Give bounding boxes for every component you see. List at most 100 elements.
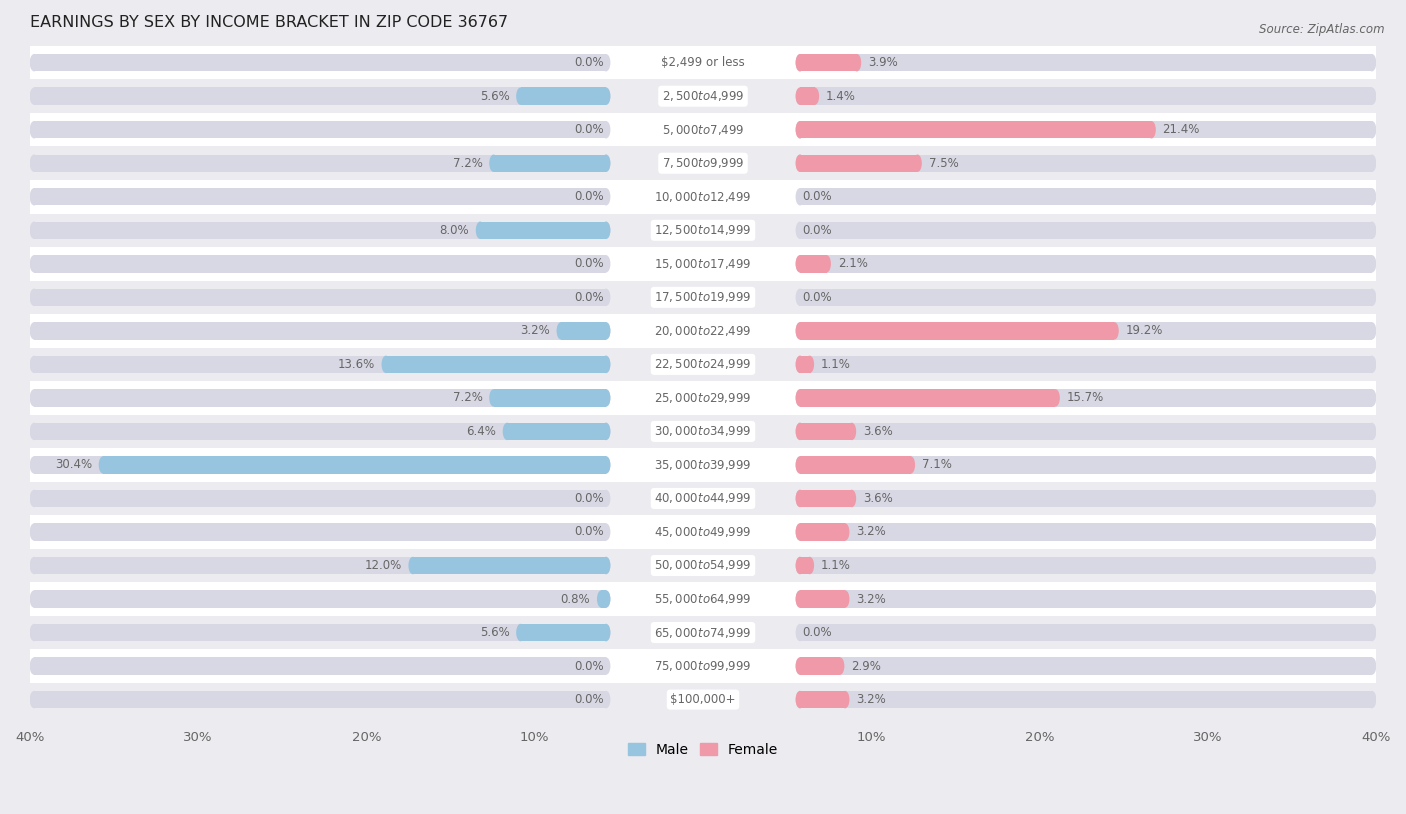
Circle shape bbox=[30, 221, 38, 239]
Circle shape bbox=[1368, 155, 1376, 172]
Bar bbox=[520, 87, 606, 105]
Circle shape bbox=[598, 590, 606, 608]
Bar bbox=[30, 46, 1376, 80]
Bar bbox=[30, 348, 1376, 381]
Circle shape bbox=[602, 289, 610, 306]
Circle shape bbox=[907, 456, 915, 474]
Circle shape bbox=[30, 523, 38, 540]
Bar bbox=[800, 121, 1152, 138]
Text: 3.2%: 3.2% bbox=[856, 526, 886, 539]
Text: $25,000 to $29,999: $25,000 to $29,999 bbox=[654, 391, 752, 405]
Text: $65,000 to $74,999: $65,000 to $74,999 bbox=[654, 625, 752, 640]
Circle shape bbox=[796, 490, 804, 507]
Circle shape bbox=[1368, 490, 1376, 507]
Bar bbox=[385, 356, 606, 373]
Bar bbox=[800, 691, 1372, 708]
Bar bbox=[103, 456, 606, 474]
Bar bbox=[800, 523, 845, 540]
Circle shape bbox=[823, 255, 831, 273]
Text: $35,000 to $39,999: $35,000 to $39,999 bbox=[654, 458, 752, 472]
Text: 13.6%: 13.6% bbox=[337, 358, 375, 371]
Bar bbox=[800, 155, 1372, 172]
Circle shape bbox=[796, 356, 804, 373]
Text: 1.1%: 1.1% bbox=[821, 358, 851, 371]
Circle shape bbox=[1368, 658, 1376, 675]
Circle shape bbox=[602, 456, 610, 474]
Bar bbox=[800, 155, 918, 172]
Text: $40,000 to $44,999: $40,000 to $44,999 bbox=[654, 492, 752, 505]
Circle shape bbox=[796, 456, 804, 474]
Circle shape bbox=[796, 590, 804, 608]
Circle shape bbox=[796, 691, 804, 708]
Bar bbox=[30, 449, 1376, 482]
Text: 0.0%: 0.0% bbox=[803, 291, 832, 304]
Text: 19.2%: 19.2% bbox=[1126, 324, 1163, 337]
Bar bbox=[800, 322, 1115, 339]
Circle shape bbox=[796, 188, 804, 205]
Circle shape bbox=[796, 356, 804, 373]
Circle shape bbox=[602, 255, 610, 273]
Text: 12.0%: 12.0% bbox=[364, 559, 402, 572]
Circle shape bbox=[1368, 221, 1376, 239]
Circle shape bbox=[602, 624, 610, 641]
Text: 0.0%: 0.0% bbox=[574, 693, 603, 706]
Circle shape bbox=[1147, 121, 1156, 138]
Text: 3.2%: 3.2% bbox=[856, 593, 886, 606]
Bar bbox=[800, 54, 1372, 72]
Circle shape bbox=[30, 590, 38, 608]
Text: 3.2%: 3.2% bbox=[520, 324, 550, 337]
Text: 21.4%: 21.4% bbox=[1163, 123, 1199, 136]
Bar bbox=[34, 155, 606, 172]
Text: 0.0%: 0.0% bbox=[803, 626, 832, 639]
Circle shape bbox=[516, 87, 524, 105]
Bar bbox=[30, 549, 1376, 582]
Bar bbox=[30, 247, 1376, 281]
Circle shape bbox=[602, 389, 610, 407]
Text: 7.5%: 7.5% bbox=[928, 157, 959, 170]
Circle shape bbox=[1368, 624, 1376, 641]
Bar bbox=[494, 389, 606, 407]
Circle shape bbox=[602, 221, 610, 239]
Circle shape bbox=[796, 658, 804, 675]
Circle shape bbox=[796, 389, 804, 407]
Text: 0.0%: 0.0% bbox=[574, 526, 603, 539]
Circle shape bbox=[602, 590, 610, 608]
Bar bbox=[800, 523, 1372, 540]
Circle shape bbox=[30, 54, 38, 72]
Text: 0.8%: 0.8% bbox=[561, 593, 591, 606]
Text: $55,000 to $64,999: $55,000 to $64,999 bbox=[654, 592, 752, 606]
Bar bbox=[800, 121, 1372, 138]
Circle shape bbox=[1368, 456, 1376, 474]
Circle shape bbox=[796, 255, 804, 273]
Circle shape bbox=[503, 422, 512, 440]
Circle shape bbox=[602, 155, 610, 172]
Circle shape bbox=[796, 221, 804, 239]
Circle shape bbox=[796, 121, 804, 138]
Bar bbox=[800, 456, 911, 474]
Text: $22,500 to $24,999: $22,500 to $24,999 bbox=[654, 357, 752, 371]
Circle shape bbox=[796, 54, 804, 72]
Circle shape bbox=[796, 590, 804, 608]
Circle shape bbox=[602, 422, 610, 440]
Text: 3.6%: 3.6% bbox=[863, 492, 893, 505]
Bar bbox=[800, 557, 1372, 574]
Circle shape bbox=[1368, 691, 1376, 708]
Circle shape bbox=[796, 658, 804, 675]
Bar bbox=[800, 456, 1372, 474]
Circle shape bbox=[602, 87, 610, 105]
Bar bbox=[800, 289, 1372, 306]
Circle shape bbox=[475, 221, 485, 239]
Text: 5.6%: 5.6% bbox=[479, 626, 509, 639]
Text: 6.4%: 6.4% bbox=[465, 425, 496, 438]
Text: 0.0%: 0.0% bbox=[574, 659, 603, 672]
Text: 7.1%: 7.1% bbox=[922, 458, 952, 471]
Text: 7.2%: 7.2% bbox=[453, 157, 482, 170]
Text: 0.0%: 0.0% bbox=[574, 56, 603, 69]
Bar bbox=[30, 515, 1376, 549]
Circle shape bbox=[1109, 322, 1119, 339]
Circle shape bbox=[796, 557, 804, 574]
Circle shape bbox=[408, 557, 418, 574]
Circle shape bbox=[835, 658, 845, 675]
Text: 5.6%: 5.6% bbox=[479, 90, 509, 103]
Bar bbox=[800, 590, 1372, 608]
